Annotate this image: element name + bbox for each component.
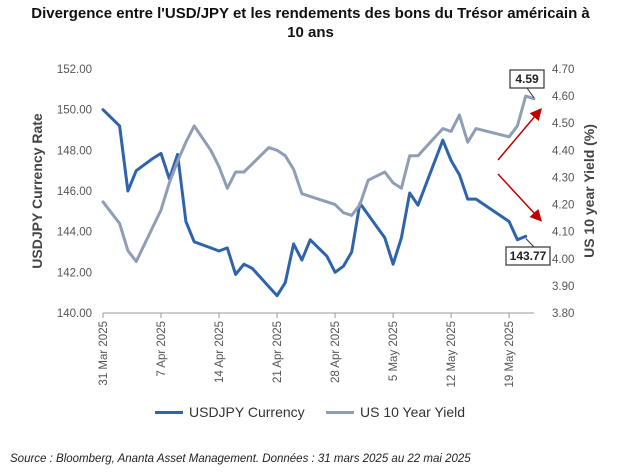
x-tick-label: 12 May 2025 [446,321,458,388]
usdjpy-callout-label: 143.77 [510,249,547,263]
y-right-tick-label: 4.60 [552,91,574,103]
y-right-tick-label: 4.70 [552,64,574,76]
y-right-tick-label: 4.40 [552,145,574,157]
usdjpy-callout-leader [525,237,535,248]
y-left-tick-label: 142.00 [57,267,92,279]
y-right-axis-label: US 10 year Yield (%) [581,124,597,258]
yield-callout-leader [526,87,535,99]
x-tick-label: 21 Apr 2025 [272,321,284,383]
y-right-tick-label: 3.80 [552,308,574,320]
y-left-tick-label: 144.00 [57,227,92,239]
legend-swatch-yield [326,410,354,414]
y-right-tick-label: 4.50 [552,118,574,130]
chart-canvas: 140.00 142.00 144.00 146.00 148.00 150.00 152.… [29,64,597,388]
usdjpy-callout-box [505,246,551,266]
yield-line [101,94,536,263]
y-left-tick-label: 152.00 [57,64,92,76]
arrow-down [497,173,543,222]
y-right-tick-label: 4.10 [552,227,574,239]
chart-title: Divergence entre l'USD/JPY et les rendem… [0,4,621,42]
arrow-up [497,107,542,161]
y-left-axis-label: USDJPY Currency Rate [29,113,45,269]
chart-title-line1: Divergence entre l'USD/JPY et les rendem… [31,5,590,22]
y-left-tick-label: 146.00 [57,186,92,198]
y-right-tick-label: 4.20 [552,200,574,212]
y-left-tick-label: 150.00 [57,105,92,117]
legend-item-yield: US 10 Year Yield [326,404,465,420]
y-right-tick-label: 4.30 [552,172,574,184]
legend-label-yield: US 10 Year Yield [360,404,466,420]
x-tick-label: 5 May 2025 [388,321,400,381]
x-tick-label: 31 Mar 2025 [98,321,110,386]
y-right-tick-label: 4.00 [552,254,574,266]
y-left-tick-label: 140.00 [57,308,92,320]
legend-item-usdjpy: USDJPY Currency [155,404,305,420]
x-tick-label: 7 Apr 2025 [156,321,168,377]
x-tick-label: 19 May 2025 [504,321,516,388]
x-tick-label: 28 Apr 2025 [330,321,342,383]
y-left-tick-label: 148.00 [57,145,92,157]
yield-callout-label: 4.59 [515,72,539,86]
x-tick-label: 14 Apr 2025 [214,321,226,383]
legend-label-usdjpy: USDJPY Currency [189,404,305,420]
chart-title-line2: 10 ans [287,24,334,41]
legend-swatch-usdjpy [155,410,183,414]
usdjpy-line [101,108,528,298]
source-note: Source : Bloomberg, Ananta Asset Managem… [10,453,471,465]
y-right-tick-label: 3.90 [552,281,574,293]
